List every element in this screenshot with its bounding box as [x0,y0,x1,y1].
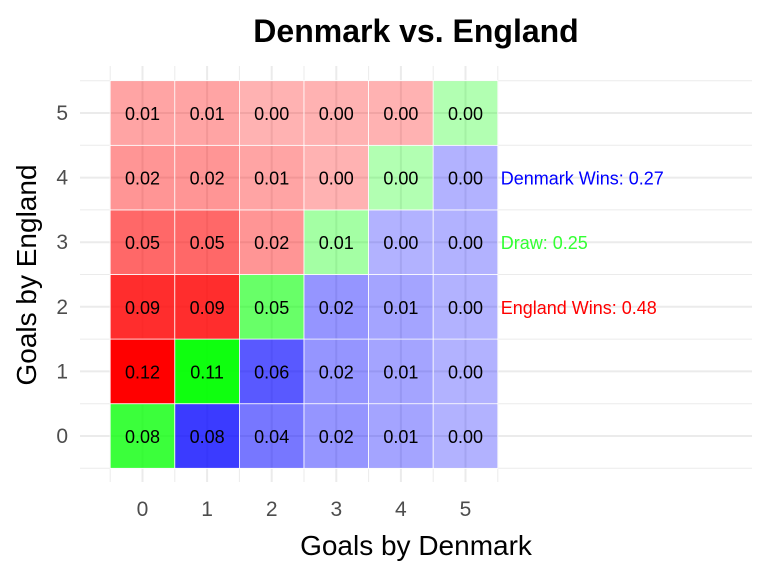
heatmap-cell [109,338,176,405]
x-tick-label: 5 [460,498,472,521]
y-axis-ticks: 0 1 2 3 4 5 [56,102,68,448]
x-axis-title: Goals by Denmark [300,530,533,561]
heatmap-cell [109,80,176,146]
y-tick-label: 1 [56,360,68,383]
heatmap-cell [303,80,369,146]
cell-value-label: 0.00 [383,233,418,253]
heatmap-cell [368,80,434,146]
x-axis-ticks: 0 1 2 3 4 5 [137,498,472,521]
heatmap-cell [432,144,499,211]
heatmap-cell [238,403,305,469]
cell-value-label: 0.00 [448,298,483,318]
cell-value-label: 0.02 [319,427,354,447]
y-tick-label: 2 [56,296,68,319]
cell-value-label: 0.02 [319,362,354,382]
y-tick-label: 5 [56,102,68,125]
heatmap-cell [174,403,240,469]
heatmap-cell [432,338,499,405]
y-tick-label: 0 [56,425,68,448]
chart-title: Denmark vs. England [253,13,578,49]
cell-value-label: 0.05 [190,233,225,253]
cell-value-label: 0.02 [319,298,354,318]
cell-value-label: 0.01 [125,104,160,124]
heatmap-cell [238,209,305,275]
heatmap-cell [238,80,305,146]
heatmap-cell [174,274,240,340]
cell-value-label: 0.02 [125,169,160,189]
cell-value-label: 0.06 [254,362,289,382]
cell-value-label: 0.01 [383,427,418,447]
heatmap-cell [238,274,305,340]
cell-value-label: 0.00 [448,169,483,189]
cell-value-label: 0.00 [448,104,483,124]
heatmap-cell [432,403,499,469]
cell-value-label: 0.04 [254,427,289,447]
cell-value-label: 0.00 [383,104,418,124]
x-tick-label: 2 [266,498,278,521]
heatmap-cell [303,209,369,275]
heatmap-cell [432,80,499,146]
cell-value-label: 0.12 [125,362,160,382]
y-tick-label: 3 [56,231,68,254]
cell-value-label: 0.02 [254,233,289,253]
annotations: Denmark Wins: 0.27 Draw: 0.25 England Wins… [501,169,664,318]
cell-value-label: 0.00 [319,169,354,189]
cell-value-label: 0.00 [254,104,289,124]
y-axis-title: Goals by England [11,164,42,385]
cell-value-label: 0.01 [254,169,289,189]
cell-value-label: 0.09 [190,298,225,318]
heatmap-cell [303,403,369,469]
cell-value-label: 0.09 [125,298,160,318]
cell-value-label: 0.01 [319,233,354,253]
outcome-annotation: Draw: 0.25 [501,233,588,253]
heatmap-cell [432,209,499,275]
heatmap-cell [109,403,176,469]
heatmap-cell [303,338,369,405]
outcome-annotation: England Wins: 0.48 [501,298,657,318]
cell-value-label: 0.02 [190,169,225,189]
heatmap-cell [109,274,176,340]
heatmap-cell [368,209,434,275]
y-tick-label: 4 [56,167,68,190]
x-tick-label: 4 [395,498,407,521]
cell-value-label: 0.00 [448,427,483,447]
x-tick-label: 3 [330,498,342,521]
heatmap-cell [368,274,434,340]
x-tick-label: 1 [201,498,213,521]
cell-value-label: 0.01 [383,362,418,382]
cell-value-label: 0.05 [254,298,289,318]
cell-value-label: 0.01 [383,298,418,318]
heatmap-cell [432,274,499,340]
cell-labels: 0.08 0.08 0.04 0.02 0.01 0.00 0.12 0.11 0.06 0.02… [125,104,483,447]
cell-value-label: 0.00 [448,233,483,253]
cell-value-label: 0.11 [190,362,224,382]
heatmap-cell [368,338,434,405]
heatmap-cell [174,80,240,146]
cell-value-label: 0.00 [383,169,418,189]
heatmap-cells [109,80,499,469]
cell-value-label: 0.01 [190,104,225,124]
cell-value-label: 0.08 [125,427,160,447]
cell-value-label: 0.05 [125,233,160,253]
outcome-annotation: Denmark Wins: 0.27 [501,169,664,189]
cell-value-label: 0.00 [448,362,483,382]
cell-value-label: 0.08 [190,427,225,447]
heatmap-cell [303,144,369,211]
heatmap-cell [109,209,176,275]
heatmap-cell [368,144,434,211]
x-tick-label: 0 [137,498,149,521]
cell-value-label: 0.00 [319,104,354,124]
